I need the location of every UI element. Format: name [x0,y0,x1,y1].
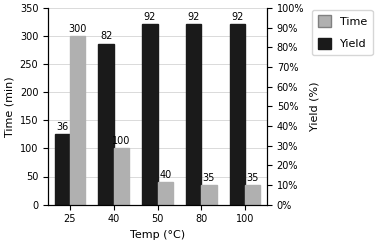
Text: 92: 92 [187,12,200,22]
Bar [186,24,201,204]
Y-axis label: Time (min): Time (min) [4,76,14,137]
Text: 92: 92 [231,12,244,22]
Bar [98,43,114,204]
X-axis label: Temp (°C): Temp (°C) [130,230,185,240]
Text: 36: 36 [56,122,69,132]
Bar [158,182,173,204]
Bar [70,36,85,204]
Bar [142,24,158,204]
Legend: Time, Yield: Time, Yield [312,10,372,55]
Bar [54,134,70,204]
Bar [201,185,217,204]
Text: 92: 92 [144,12,156,22]
Bar [114,148,129,204]
Text: 35: 35 [247,173,259,183]
Bar [245,185,260,204]
Text: 100: 100 [112,136,131,146]
Text: 40: 40 [159,170,171,180]
Text: 35: 35 [203,173,215,183]
Y-axis label: Yield (%): Yield (%) [310,81,320,131]
Text: 82: 82 [100,31,112,41]
Text: 300: 300 [69,24,87,34]
Bar [230,24,245,204]
